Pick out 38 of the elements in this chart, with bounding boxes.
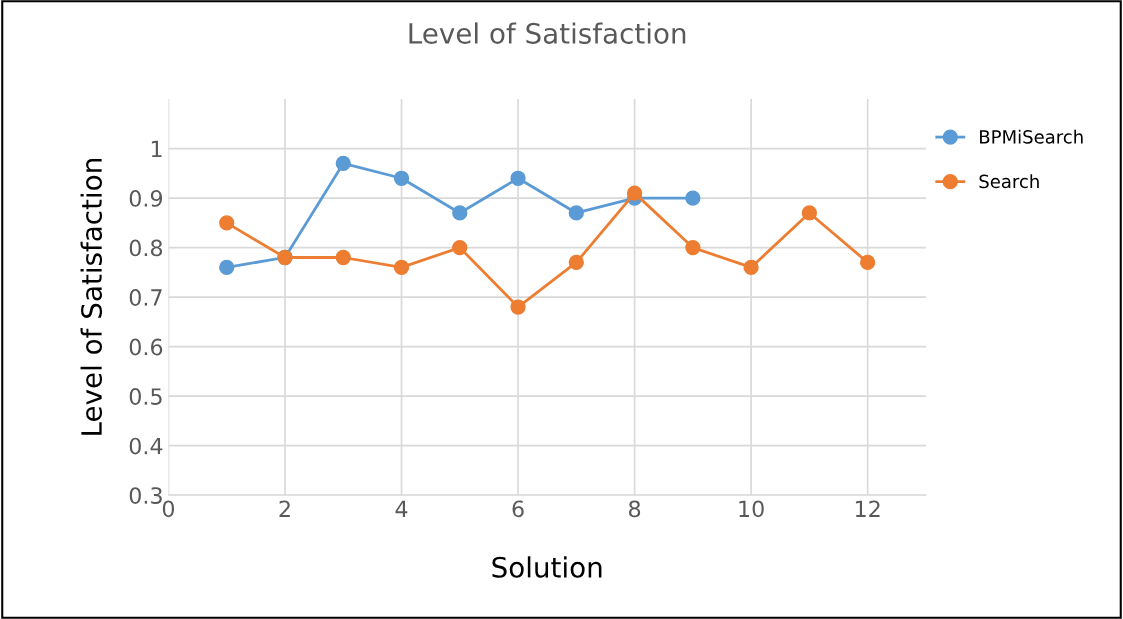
point bbox=[743, 259, 759, 276]
point bbox=[685, 190, 701, 206]
y-tick-label: 0.3 bbox=[129, 487, 162, 504]
point bbox=[860, 254, 876, 271]
point bbox=[626, 185, 643, 201]
point bbox=[393, 170, 410, 186]
y-tick-label: 0.7 bbox=[129, 289, 162, 306]
point bbox=[510, 299, 526, 315]
point bbox=[452, 205, 468, 221]
y-tick-label: 0.9 bbox=[129, 190, 163, 207]
x-tick-label: 0 bbox=[162, 500, 175, 518]
point bbox=[568, 254, 584, 271]
point bbox=[685, 239, 701, 256]
point bbox=[452, 239, 468, 256]
x-axis-title: Solution bbox=[492, 556, 602, 578]
x-tick-label: 2 bbox=[279, 500, 290, 517]
point bbox=[510, 170, 526, 186]
legend-label: Search bbox=[979, 174, 1039, 189]
x-tick-label: 8 bbox=[629, 500, 641, 518]
point bbox=[335, 249, 351, 266]
point bbox=[393, 259, 410, 276]
point bbox=[335, 155, 351, 172]
chart-title: Level of Satisfaction bbox=[409, 22, 686, 44]
x-tick-label: 10 bbox=[739, 500, 764, 518]
y-tick-label: 1 bbox=[151, 140, 162, 157]
y-tick-label: 0.5 bbox=[129, 388, 162, 405]
x-tick-label: 12 bbox=[855, 500, 880, 517]
point bbox=[219, 215, 235, 231]
x-tick-label: 4 bbox=[395, 500, 408, 517]
legend-label: BPMiSearch bbox=[980, 129, 1083, 144]
x-tick-label: 6 bbox=[512, 500, 524, 518]
y-axis-title: Level of Satisfaction bbox=[80, 159, 103, 435]
point bbox=[219, 259, 235, 276]
point bbox=[801, 205, 818, 221]
point bbox=[568, 205, 584, 221]
y-tick-label: 0.4 bbox=[129, 437, 163, 455]
y-tick-label: 0.6 bbox=[129, 338, 163, 356]
y-tick-label: 0.8 bbox=[129, 239, 163, 257]
